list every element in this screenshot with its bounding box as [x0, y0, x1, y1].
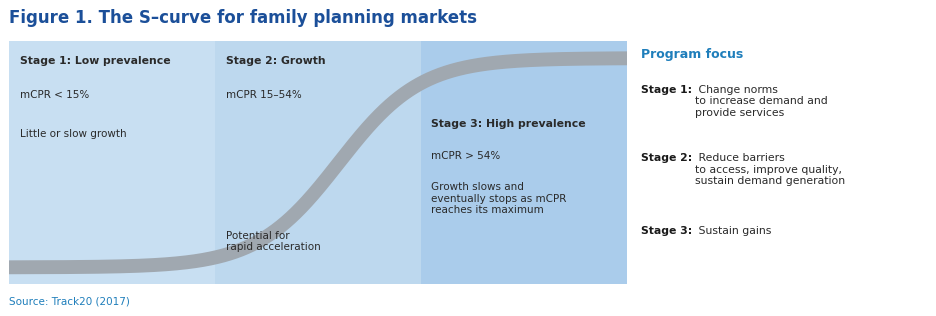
Text: Potential for
rapid acceleration: Potential for rapid acceleration — [226, 231, 320, 252]
Text: mCPR > 54%: mCPR > 54% — [431, 150, 501, 161]
Text: mCPR 15–54%: mCPR 15–54% — [226, 90, 301, 100]
Bar — [421, 41, 627, 284]
Text: Figure 1. The S–curve for family planning markets: Figure 1. The S–curve for family plannin… — [9, 9, 477, 27]
Text: Stage 1:: Stage 1: — [641, 85, 693, 95]
Text: Stage 3:: Stage 3: — [641, 226, 693, 236]
Bar — [9, 41, 215, 284]
Text: Sustain gains: Sustain gains — [695, 226, 771, 236]
Text: Reduce barriers
to access, improve quality,
sustain demand generation: Reduce barriers to access, improve quali… — [695, 153, 845, 186]
Text: Program focus: Program focus — [641, 48, 743, 61]
Text: Stage 1: Low prevalence: Stage 1: Low prevalence — [20, 56, 170, 66]
Text: Stage 2:: Stage 2: — [641, 153, 693, 163]
Bar — [215, 41, 421, 284]
Text: Change norms
to increase demand and
provide services: Change norms to increase demand and prov… — [695, 85, 828, 118]
Text: Stage 2: Growth: Stage 2: Growth — [226, 56, 325, 66]
Text: Little or slow growth: Little or slow growth — [20, 129, 126, 139]
Text: Growth slows and
eventually stops as mCPR
reaches its maximum: Growth slows and eventually stops as mCP… — [431, 182, 567, 216]
Text: Source: Track20 (2017): Source: Track20 (2017) — [9, 296, 130, 307]
Text: mCPR < 15%: mCPR < 15% — [20, 90, 89, 100]
Text: Stage 3: High prevalence: Stage 3: High prevalence — [431, 119, 586, 129]
